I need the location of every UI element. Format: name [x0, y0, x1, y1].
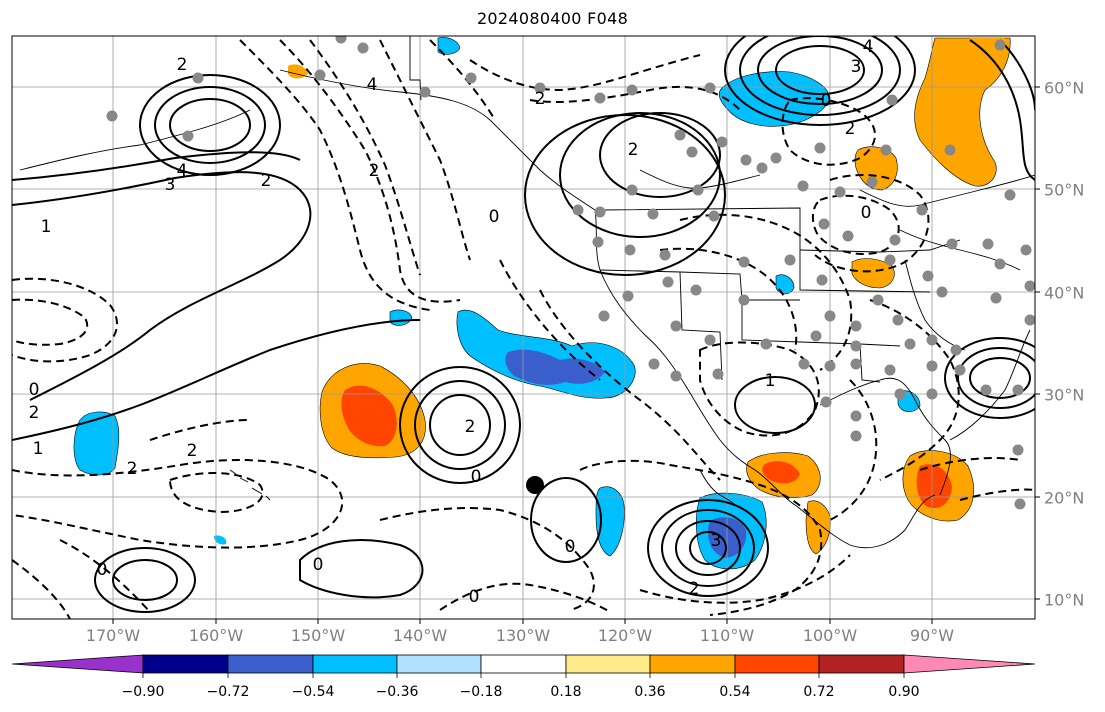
lon-label-130w: 130°W — [495, 626, 551, 645]
svg-text:4: 4 — [177, 161, 188, 181]
colorbar-cell-0 — [11, 654, 144, 674]
colorbar-cell-1 — [142, 654, 229, 674]
svg-text:2: 2 — [261, 171, 272, 191]
svg-text:0: 0 — [821, 91, 832, 111]
lon-label-140w: 140°W — [392, 626, 448, 645]
svg-text:0: 0 — [861, 203, 872, 223]
colorbar-cell-9 — [818, 654, 905, 674]
lon-label-120w: 120°W — [597, 626, 653, 645]
svg-text:0: 0 — [29, 380, 40, 400]
colorbar-cell-7 — [649, 654, 736, 674]
svg-text:0: 0 — [313, 555, 324, 575]
svg-text:2: 2 — [127, 459, 138, 479]
svg-text:0: 0 — [489, 207, 500, 227]
lon-label-100w: 100°W — [802, 626, 858, 645]
svg-text:0: 0 — [565, 537, 576, 557]
svg-text:4: 4 — [863, 37, 874, 57]
lat-label-30n: 30°N — [1044, 385, 1085, 405]
svg-text:2: 2 — [689, 579, 700, 599]
colorbar-tick-label: 0.72 — [803, 684, 835, 700]
storm-center-marker — [526, 476, 544, 494]
coastlines — [19, 36, 1035, 549]
solid-contours — [12, 36, 1035, 613]
svg-text:4: 4 — [367, 75, 378, 95]
lon-label-90w: 90°W — [909, 626, 955, 645]
svg-text:2: 2 — [535, 89, 546, 109]
svg-text:2: 2 — [177, 55, 188, 75]
colorbar-tick-label: −0.18 — [459, 684, 503, 700]
lon-label-110w: 110°W — [699, 626, 755, 645]
svg-text:0: 0 — [471, 467, 482, 487]
map-frame — [11, 35, 1036, 620]
svg-text:1: 1 — [33, 439, 44, 459]
colorbar — [11, 654, 1036, 678]
colorbar-tick-label: 0.54 — [719, 684, 751, 700]
svg-text:2: 2 — [465, 417, 476, 437]
colorbar-tick-label: 0.18 — [550, 684, 582, 700]
lon-label-170w: 170°W — [85, 626, 141, 645]
colorbar-tick-label: −0.90 — [121, 684, 165, 700]
lon-label-150w: 150°W — [290, 626, 346, 645]
contour-labels: 2 3 4 2 1 0 2 1 0 0 2 2 2 0 0 0 3 2 2 0 … — [29, 37, 874, 607]
svg-text:0: 0 — [469, 587, 480, 607]
axis-ticks — [112, 86, 1040, 624]
svg-text:0: 0 — [97, 560, 108, 580]
svg-text:3: 3 — [165, 175, 176, 195]
svg-text:2: 2 — [369, 161, 380, 181]
svg-text:3: 3 — [851, 57, 862, 77]
svg-text:1: 1 — [765, 371, 776, 391]
colorbar-cell-6 — [565, 654, 651, 674]
lon-label-160w: 160°W — [188, 626, 244, 645]
map-title: 2024080400 F048 — [476, 9, 629, 28]
colorbar-tick-label: −0.54 — [291, 684, 335, 700]
dashed-contours — [12, 39, 1035, 619]
colorbar-cell-3 — [312, 654, 398, 674]
svg-text:2: 2 — [187, 441, 198, 461]
station-markers — [106, 36, 1035, 510]
svg-text:2: 2 — [29, 403, 40, 423]
colorbar-cell-8 — [734, 654, 820, 674]
colorbar-tick-label: −0.36 — [375, 684, 419, 700]
colorbar-cell-4 — [396, 654, 482, 674]
colorbar-cell-10 — [903, 654, 1036, 674]
colorbar-tick-label: 0.36 — [634, 684, 666, 700]
lat-label-60n: 60°N — [1044, 78, 1085, 98]
svg-text:2: 2 — [845, 119, 856, 139]
graticule — [12, 36, 1035, 619]
lat-label-40n: 40°N — [1044, 283, 1085, 303]
svg-text:1: 1 — [41, 217, 52, 237]
lat-label-20n: 20°N — [1044, 488, 1085, 508]
svg-text:3: 3 — [711, 531, 722, 551]
colorbar-tick-label: −0.72 — [206, 684, 250, 700]
svg-text:2: 2 — [628, 140, 639, 160]
lat-label-10n: 10°N — [1044, 590, 1085, 610]
colorbar-cell-2 — [227, 654, 314, 674]
colorbar-tick-label: 0.90 — [888, 684, 920, 700]
lat-label-50n: 50°N — [1044, 180, 1085, 200]
colorbar-cell-5 — [480, 654, 567, 674]
